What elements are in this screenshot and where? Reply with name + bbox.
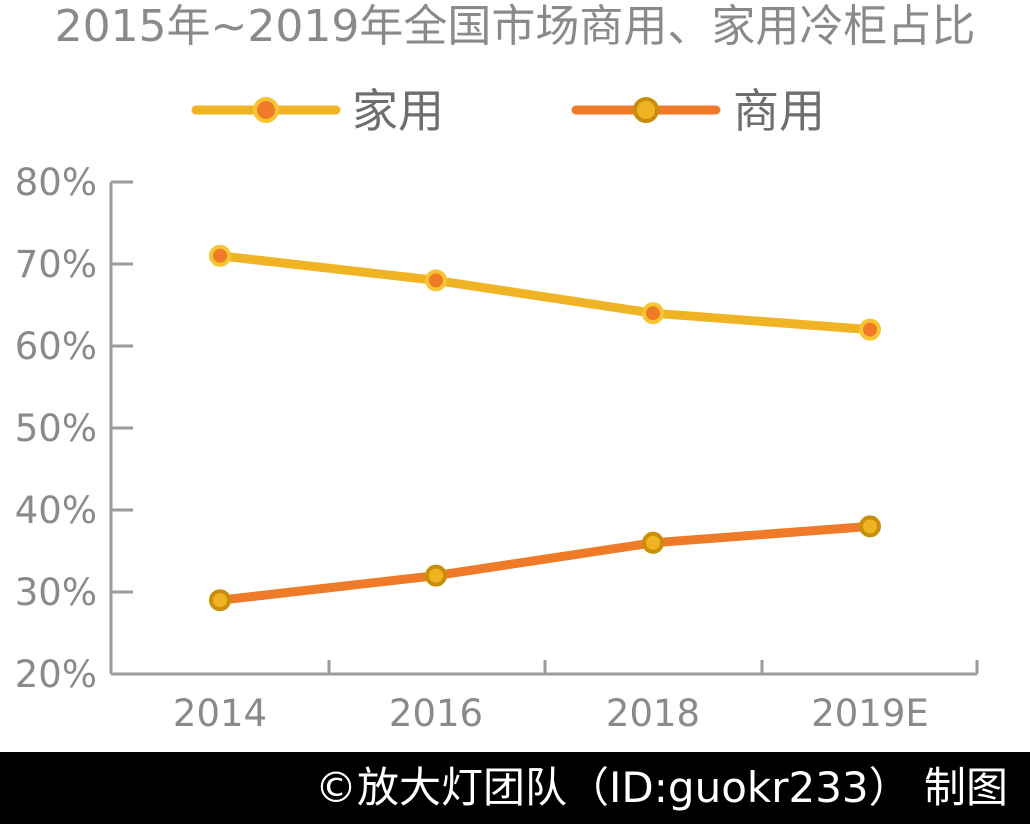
legend-marker (633, 97, 659, 123)
x-tick-label: 2014 (173, 692, 267, 735)
y-tick-label: 70% (15, 243, 97, 286)
legend-label: 商用 (733, 84, 825, 138)
data-point (859, 318, 881, 341)
y-tick-label: 40% (15, 489, 97, 532)
y-tick-label: 80% (15, 161, 97, 204)
y-tick-label: 20% (15, 653, 97, 696)
chart-title: 2015年~2019年全国市场商用、家用冷柜占比 (54, 1, 976, 52)
legend-marker (253, 97, 279, 123)
legend-label: 家用 (352, 84, 444, 138)
legend: 家用 商用 (191, 84, 825, 138)
data-point (425, 269, 447, 292)
data-point (642, 531, 664, 554)
line-chart: 家用 商用 20%30%40%50%60%70%80%2014 2016 2018 20… (15, 84, 979, 735)
y-tick-label: 50% (15, 407, 97, 450)
y-tick-label: 60% (15, 325, 97, 368)
x-tick-label: 2016 (389, 692, 483, 735)
data-point (209, 244, 231, 267)
y-tick-label: 30% (15, 571, 97, 614)
footer-bar: ©放大灯团队（ID:guokr233） 制图 (0, 752, 1030, 824)
axes: 20% 30% 40% 50% 60% 70% 80% 2014 2016 2018 2019E (15, 161, 979, 735)
footer-credit: ©放大灯团队（ID:guokr233） 制图 (315, 763, 1008, 812)
data-point (425, 564, 447, 587)
series-line-0 (215, 251, 875, 335)
series-line-1 (215, 521, 875, 605)
x-tick-label: 2019E (811, 692, 929, 735)
data-point (859, 515, 881, 538)
series-layer (209, 244, 881, 612)
data-point (209, 589, 231, 612)
data-point (642, 302, 664, 325)
x-tick-label: 2018 (606, 692, 700, 735)
